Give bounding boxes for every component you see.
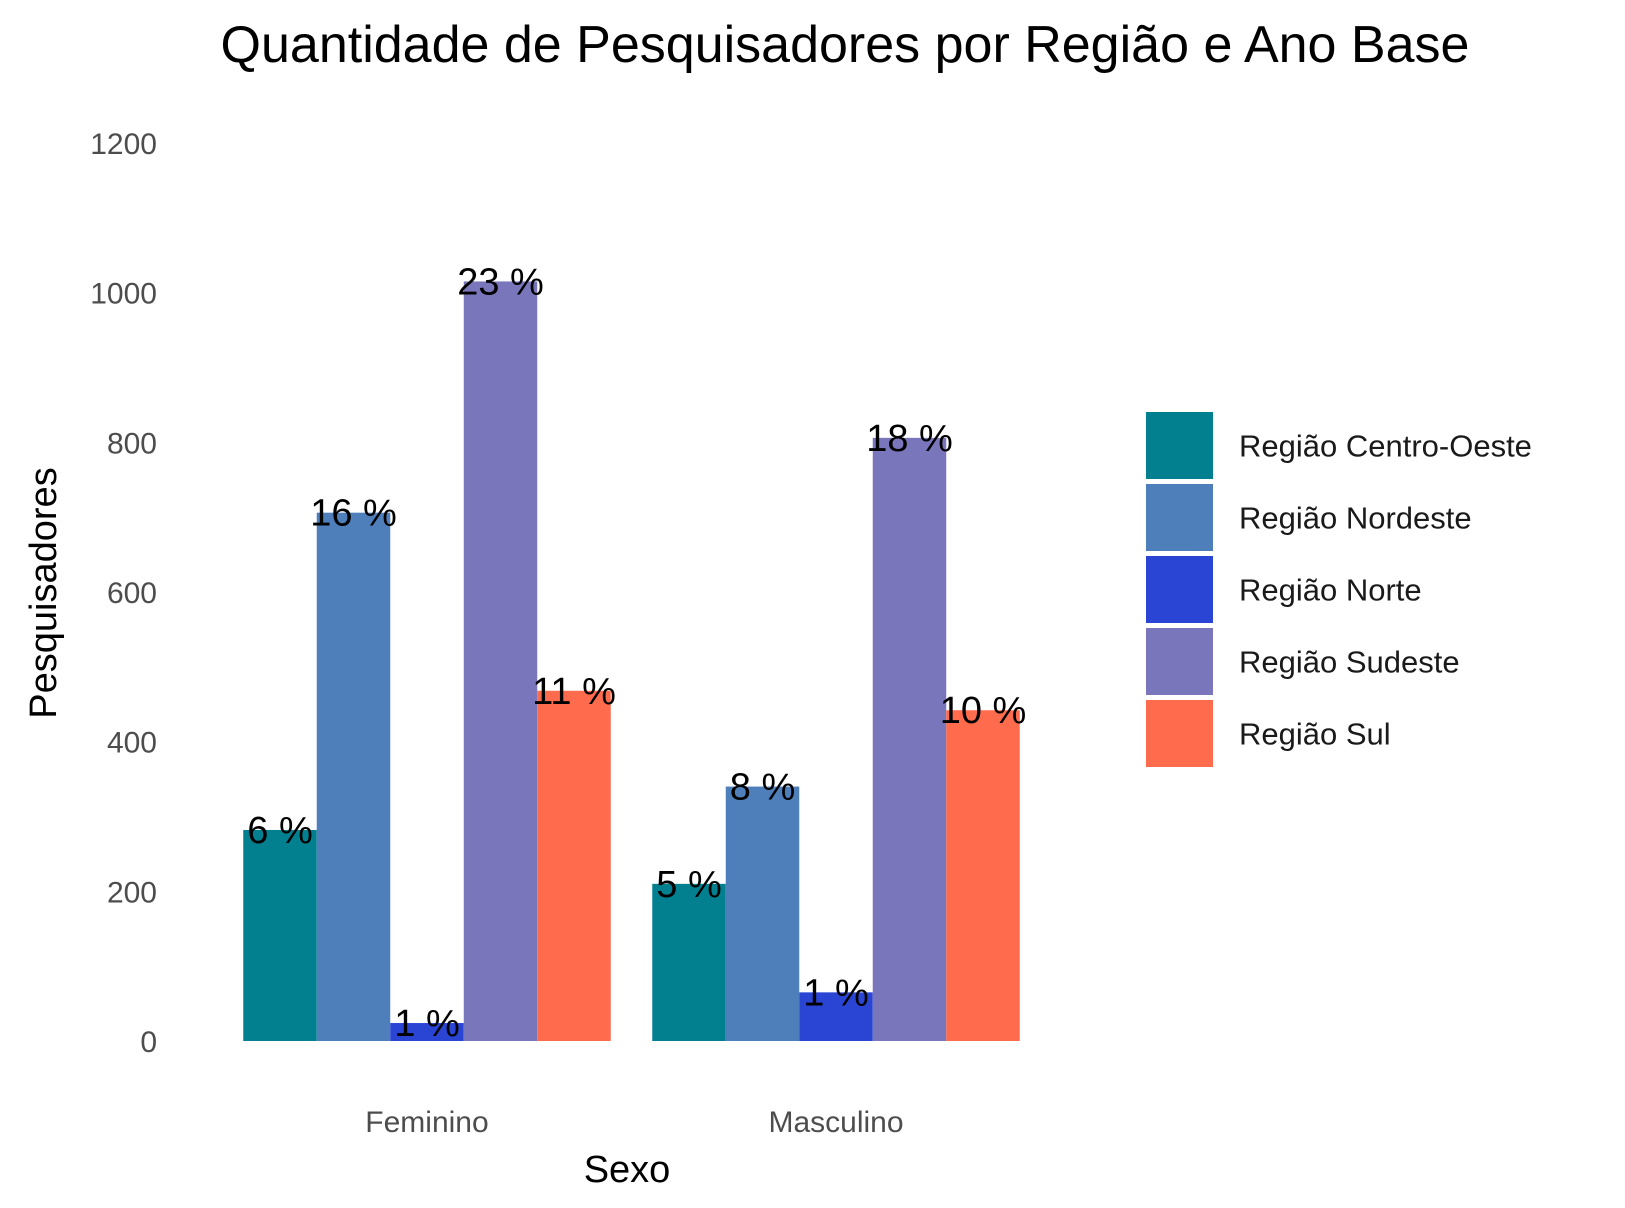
legend-swatch <box>1146 628 1213 695</box>
legend-label: Região Norte <box>1239 573 1422 608</box>
bar <box>463 281 538 1042</box>
data-label: 8 % <box>730 767 795 809</box>
y-tick-label: 600 <box>107 577 157 610</box>
bar <box>652 883 726 1041</box>
legend-label: Região Nordeste <box>1239 501 1472 536</box>
y-axis-title: Pesquisadores <box>23 467 65 718</box>
bar <box>799 992 873 1041</box>
legend-label: Região Centro-Oeste <box>1239 429 1532 464</box>
legend-swatch <box>1146 484 1213 551</box>
y-tick-label: 1000 <box>90 278 157 311</box>
y-tick-label: 0 <box>140 1026 157 1059</box>
data-label: 1 % <box>803 972 868 1014</box>
data-labels: 6 % 16 % 1 % 23 % 11 % 5 % 8 % 1 % 18 % 10 % <box>247 261 1026 1045</box>
y-axis-ticks: 0 200 400 600 800 1000 1200 <box>90 128 157 1059</box>
data-label: 16 % <box>310 493 397 535</box>
y-tick-label: 1200 <box>90 128 157 161</box>
bar <box>946 710 1020 1041</box>
data-label: 5 % <box>656 864 721 906</box>
bar <box>390 1023 464 1041</box>
legend-swatch <box>1146 700 1213 767</box>
data-label: 1 % <box>394 1003 459 1045</box>
legend-swatch <box>1146 556 1213 623</box>
bar <box>537 690 611 1041</box>
chart-title: Quantidade de Pesquisadores por Região e… <box>221 16 1470 74</box>
legend-label: Região Sudeste <box>1239 645 1460 680</box>
legend-swatch <box>1146 412 1213 479</box>
x-tick-label: Masculino <box>768 1106 903 1139</box>
data-label: 10 % <box>940 690 1027 732</box>
data-label: 6 % <box>247 810 312 852</box>
data-label: 11 % <box>532 671 616 713</box>
y-tick-label: 400 <box>107 727 157 760</box>
data-label: 23 % <box>457 261 544 303</box>
data-label: 18 % <box>866 418 953 460</box>
x-axis-title: Sexo <box>584 1149 671 1191</box>
bars <box>243 281 1020 1042</box>
y-tick-label: 200 <box>107 876 157 909</box>
legend: Região Centro-Oeste Região Nordeste Região… <box>1146 412 1532 767</box>
bar <box>316 512 391 1041</box>
bar <box>872 437 947 1041</box>
bar <box>725 786 800 1041</box>
legend-label: Região Sul <box>1239 717 1391 752</box>
x-axis-ticks: Feminino Masculino <box>365 1106 903 1139</box>
bar <box>243 829 317 1041</box>
x-tick-label: Feminino <box>365 1106 488 1139</box>
y-tick-label: 800 <box>107 427 157 460</box>
